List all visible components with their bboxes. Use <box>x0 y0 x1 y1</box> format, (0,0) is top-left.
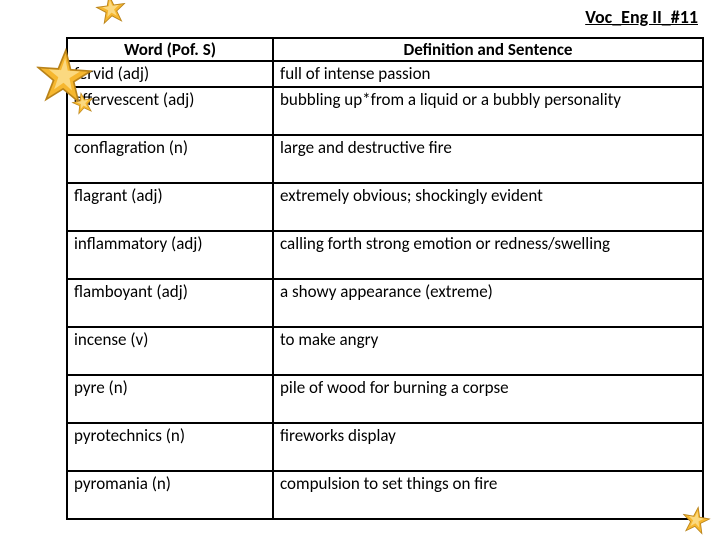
table-row: fervid (adj)full of intense passion <box>67 61 703 87</box>
word-cell: pyromania (n) <box>67 471 273 519</box>
header-word: Word (Pof. S) <box>67 38 273 61</box>
star-icon <box>94 0 128 26</box>
table-row: effervescent (adj)bubbling up*from a liq… <box>67 87 703 135</box>
table-row: flamboyant (adj)a showy appearance (extr… <box>67 279 703 327</box>
table-row: pyre (n)pile of wood for burning a corps… <box>67 375 703 423</box>
word-cell: flagrant (adj) <box>67 183 273 231</box>
definition-cell: fireworks display <box>273 423 703 471</box>
definition-cell: large and destructive fire <box>273 135 703 183</box>
word-cell: pyrotechnics (n) <box>67 423 273 471</box>
definition-cell: calling forth strong emotion or redness/… <box>273 231 703 279</box>
word-cell: inflammatory (adj) <box>67 231 273 279</box>
definition-cell: bubbling up*from a liquid or a bubbly pe… <box>273 87 703 135</box>
table-row: pyromania (n)compulsion to set things on… <box>67 471 703 519</box>
table-row: flagrant (adj)extremely obvious; shockin… <box>67 183 703 231</box>
word-cell: pyre (n) <box>67 375 273 423</box>
table-row: conflagration (n)large and destructive f… <box>67 135 703 183</box>
vocab-tbody: Word (Pof. S) Definition and Sentence fe… <box>67 38 703 519</box>
definition-cell: full of intense passion <box>273 61 703 87</box>
word-cell: incense (v) <box>67 327 273 375</box>
word-cell: effervescent (adj) <box>67 87 273 135</box>
table-row: pyrotechnics (n)fireworks display <box>67 423 703 471</box>
word-cell: flamboyant (adj) <box>67 279 273 327</box>
definition-cell: compulsion to set things on fire <box>273 471 703 519</box>
header-definition: Definition and Sentence <box>273 38 703 61</box>
word-cell: fervid (adj) <box>67 61 273 87</box>
table-row: incense (v)to make angry <box>67 327 703 375</box>
definition-cell: to make angry <box>273 327 703 375</box>
definition-cell: pile of wood for burning a corpse <box>273 375 703 423</box>
word-cell: conflagration (n) <box>67 135 273 183</box>
page-title: Voc_Eng II_#11 <box>585 6 698 28</box>
table-header-row: Word (Pof. S) Definition and Sentence <box>67 38 703 61</box>
definition-cell: a showy appearance (extreme) <box>273 279 703 327</box>
definition-cell: extremely obvious; shockingly evident <box>273 183 703 231</box>
vocab-table: Word (Pof. S) Definition and Sentence fe… <box>66 37 704 520</box>
table-row: inflammatory (adj)calling forth strong e… <box>67 231 703 279</box>
